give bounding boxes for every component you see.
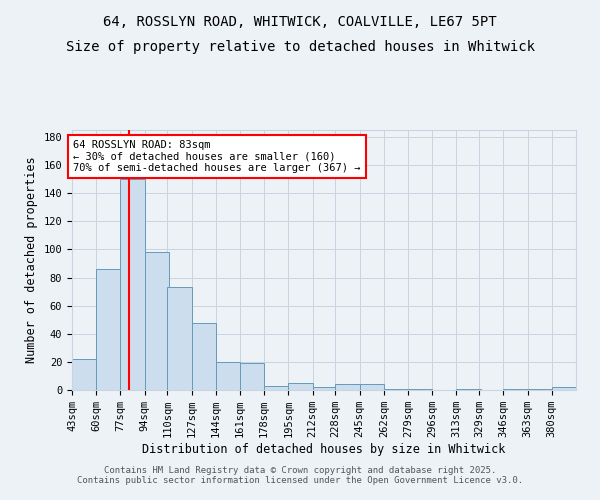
X-axis label: Distribution of detached houses by size in Whitwick: Distribution of detached houses by size … xyxy=(142,443,506,456)
Bar xyxy=(408,388,432,390)
Bar xyxy=(503,388,527,390)
Bar xyxy=(240,364,264,390)
Text: 64, ROSSLYN ROAD, WHITWICK, COALVILLE, LE67 5PT: 64, ROSSLYN ROAD, WHITWICK, COALVILLE, L… xyxy=(103,15,497,29)
Text: Size of property relative to detached houses in Whitwick: Size of property relative to detached ho… xyxy=(65,40,535,54)
Bar xyxy=(313,387,337,390)
Text: Contains HM Land Registry data © Crown copyright and database right 2025.
Contai: Contains HM Land Registry data © Crown c… xyxy=(77,466,523,485)
Bar xyxy=(359,384,384,390)
Bar xyxy=(457,388,481,390)
Bar xyxy=(289,383,313,390)
Bar xyxy=(121,179,145,390)
Bar xyxy=(264,386,289,390)
Bar xyxy=(96,269,121,390)
Bar xyxy=(552,387,576,390)
Text: 64 ROSSLYN ROAD: 83sqm
← 30% of detached houses are smaller (160)
70% of semi-de: 64 ROSSLYN ROAD: 83sqm ← 30% of detached… xyxy=(73,140,361,173)
Bar xyxy=(145,252,169,390)
Bar xyxy=(216,362,240,390)
Bar xyxy=(384,388,408,390)
Bar xyxy=(191,322,216,390)
Y-axis label: Number of detached properties: Number of detached properties xyxy=(25,156,38,364)
Bar xyxy=(167,288,191,390)
Bar xyxy=(335,384,359,390)
Bar xyxy=(527,388,552,390)
Bar xyxy=(72,359,96,390)
